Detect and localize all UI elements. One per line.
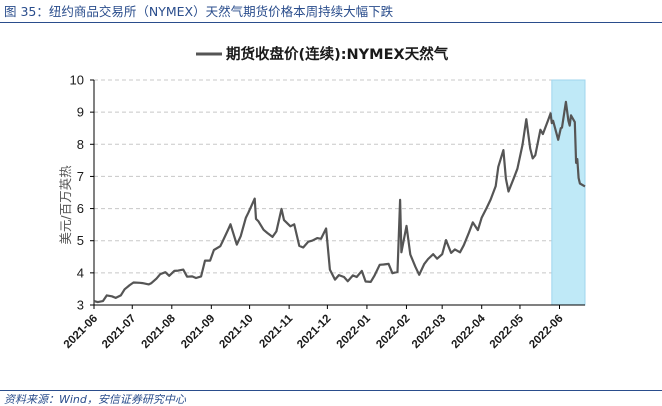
- axes: [90, 79, 585, 309]
- x-tick-label: 2021-06: [62, 313, 100, 351]
- legend: 期货收盘价(连续):NYMEX天然气: [196, 45, 449, 63]
- gridlines: [94, 79, 585, 274]
- source-note: 资料来源：Wind，安信证券研究中心: [4, 394, 186, 406]
- y-tick-label: 6: [77, 201, 84, 216]
- x-tick-label: 2022-05: [488, 312, 527, 351]
- y-tick-label: 5: [77, 233, 84, 248]
- x-tick-label: 2021-09: [179, 313, 217, 351]
- y-tick-label: 4: [77, 265, 84, 280]
- y-tick-labels: 3 4 5 6 7 8 9 10: [70, 73, 84, 313]
- y-tick-label: 7: [77, 169, 84, 184]
- x-tick-label: 2022-01: [335, 312, 374, 351]
- x-tick-labels: 2021-06 2021-07 2021-08 2021-09 2021-10 2021-…: [62, 312, 566, 351]
- title-divider: [0, 22, 662, 23]
- legend-label: 期货收盘价(连续):NYMEX天然气: [226, 45, 449, 63]
- y-tick-label: 10: [70, 73, 84, 88]
- x-tick-label: 2021-10: [217, 313, 255, 351]
- y-tick-label: 9: [77, 105, 84, 120]
- series-line-0: [93, 100, 586, 304]
- x-tick-label: 2021-11: [257, 312, 295, 350]
- x-tick-label: 2022-06: [527, 313, 565, 351]
- x-tick-label: 2022-02: [374, 313, 412, 351]
- y-tick-label: 8: [77, 137, 84, 152]
- footer-divider: [0, 390, 662, 391]
- y-axis-label: 美元/百万英热: [58, 165, 73, 245]
- x-tick-label: 2022-04: [449, 312, 488, 351]
- x-tick-label: 2022-03: [410, 313, 448, 351]
- series-layer: [93, 100, 586, 304]
- x-tick-label: 2021-07: [100, 313, 138, 351]
- y-tick-label: 3: [77, 298, 84, 313]
- x-tick-label: 2021-08: [140, 312, 179, 351]
- figure-title: 图 35：纽约商品交易所（NYMEX）天然气期货价格本周持续大幅下跌: [4, 4, 394, 19]
- x-tick-label: 2021-12: [295, 313, 333, 351]
